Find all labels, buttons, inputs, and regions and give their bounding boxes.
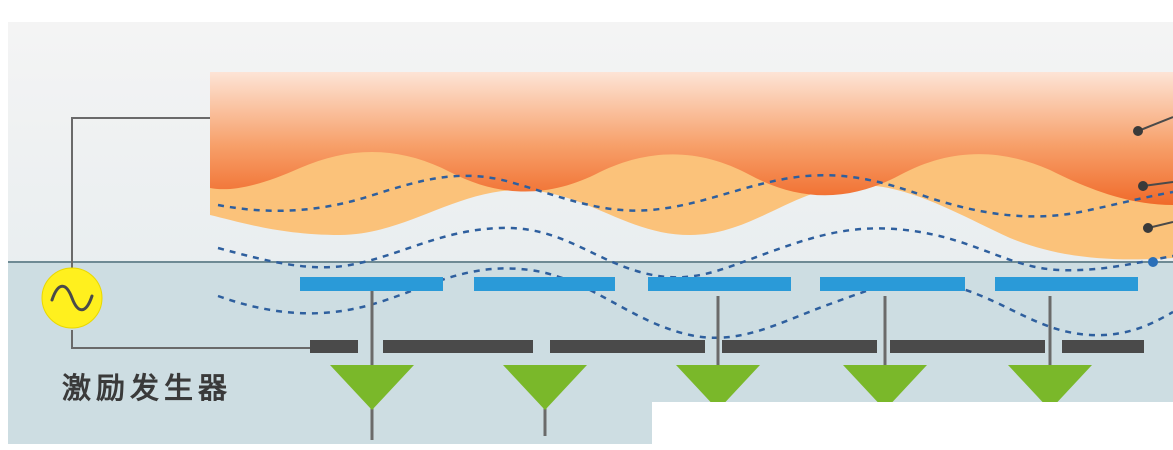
probe-dot-4 [1148,257,1158,267]
generator-wire [71,117,310,349]
lower-electrode-5 [890,340,1045,353]
upper-electrode-4 [820,277,965,291]
lower-electrode-4 [722,340,877,353]
lower-electrode-1 [310,340,358,353]
lower-electrode-2 [383,340,533,353]
sensor-triangle-3 [676,365,760,410]
sensor-triangles [330,365,1092,410]
generator-label: 激励发生器 [62,371,233,405]
sensor-triangle-5 [1008,365,1092,410]
upper-electrodes [300,277,1138,291]
probe-lines [1133,116,1173,267]
field-line-lower [217,267,1173,339]
probe-dot-1 [1133,126,1143,136]
probe-dot-2 [1138,181,1148,191]
lower-electrode-6 [1062,340,1144,353]
sensor-triangle-1 [330,365,414,410]
tissue-core [210,72,1173,205]
upper-electrode-2 [474,277,615,291]
sensor-triangle-4 [843,365,927,410]
field-line-upper [217,226,1173,279]
upper-electrode-1 [300,277,443,291]
field-lines [217,173,1173,339]
lower-electrode-3 [550,340,705,353]
lower-electrodes [310,340,1144,353]
occluding-box [652,402,1173,450]
sine-wave-icon [41,267,103,329]
upper-electrode-3 [648,277,791,291]
probe-dot-3 [1143,223,1153,233]
upper-electrode-5 [995,277,1138,291]
field-line-skin [217,173,1173,218]
sensor-triangle-2 [503,365,587,410]
